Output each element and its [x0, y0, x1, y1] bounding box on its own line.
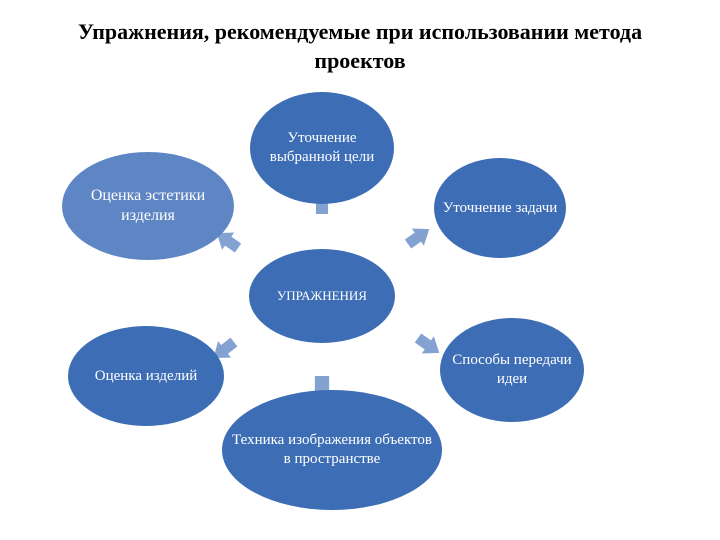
node-label-n2: Уточнение задачи	[434, 158, 566, 258]
node-label-n4: Техника изображения объектов в пространс…	[222, 390, 442, 510]
node-label-n6: Оценка эстетики изделия	[62, 152, 234, 260]
arrow-2	[412, 329, 445, 361]
node-label-n1: Уточнение выбранной цели	[250, 92, 394, 204]
node-label-n3: Способы передачи идеи	[440, 318, 584, 422]
radial-diagram: Уточнение выбранной цели Уточнение задачи…	[0, 0, 720, 540]
node-label-center: УПРАЖНЕНИЯ	[248, 248, 396, 344]
node-label-n5: Оценка изделий	[68, 326, 224, 426]
arrow-1	[402, 220, 435, 252]
